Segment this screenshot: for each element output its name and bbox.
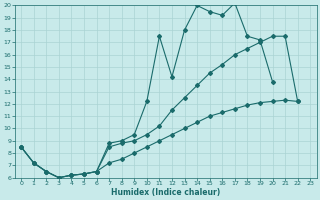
X-axis label: Humidex (Indice chaleur): Humidex (Indice chaleur) — [111, 188, 220, 197]
